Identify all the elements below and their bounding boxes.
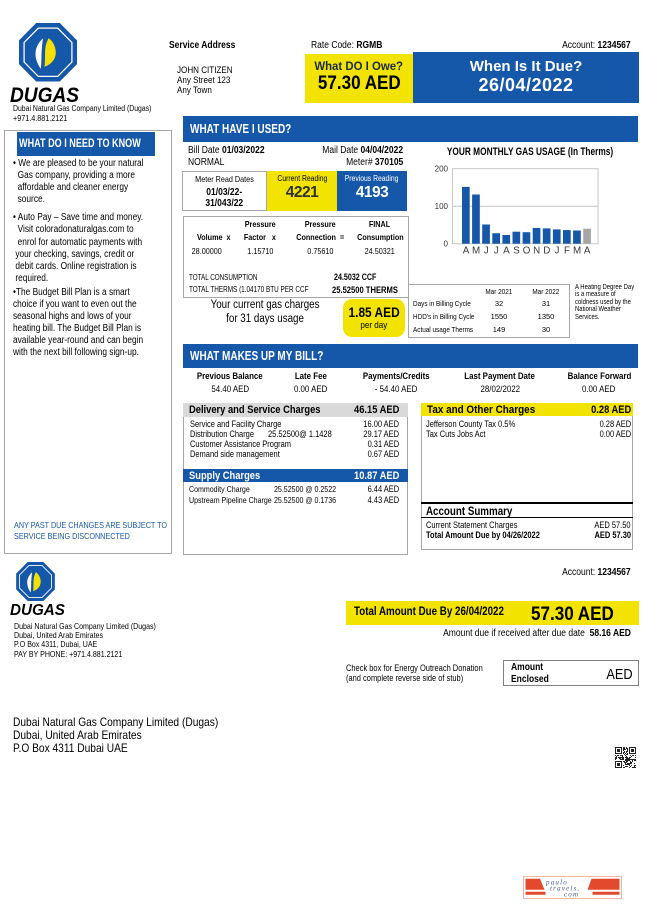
svg-text:0: 0 [444,240,449,249]
svg-text:F: F [564,246,570,257]
svg-text:J: J [494,246,499,257]
svg-text:A: A [463,246,470,257]
svg-text:M: M [472,246,480,257]
svg-text:S: S [513,246,520,257]
svg-text:M: M [573,246,581,257]
svg-text:A: A [584,246,591,257]
svg-text:A: A [503,246,510,257]
svg-text:100: 100 [435,202,449,211]
svg-text:200: 200 [435,165,449,174]
svg-text:travels.: travels. [550,885,580,893]
svg-text:N: N [533,246,540,257]
svg-text:paulo: paulo [545,879,568,887]
svg-text:J: J [484,246,489,257]
svg-text:D: D [543,246,550,257]
svg-text:J: J [554,246,559,257]
svg-text:com: com [564,891,579,899]
svg-text:O: O [523,246,531,257]
